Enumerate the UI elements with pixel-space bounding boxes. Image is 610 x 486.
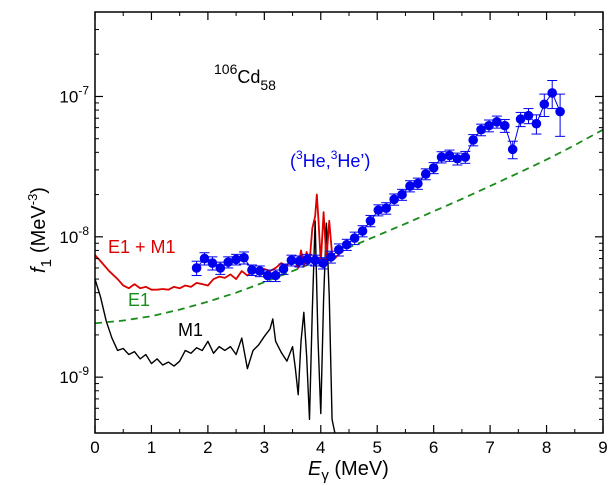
data-point — [294, 256, 305, 267]
data-point — [278, 264, 289, 274]
data-point — [286, 255, 297, 266]
plot-area — [95, 12, 603, 433]
y-axis-symbol: f — [28, 265, 50, 273]
data-point — [302, 254, 313, 265]
x-axis-unit: (MeV) — [329, 458, 389, 480]
x-tick-label: 1 — [147, 438, 156, 457]
data-point — [499, 120, 510, 131]
data-point — [247, 265, 257, 275]
data-point — [555, 106, 565, 117]
data-point — [357, 226, 368, 236]
data-point — [413, 178, 423, 189]
nucleus-label: 106Cd58 — [214, 61, 276, 93]
data-point — [262, 270, 273, 281]
data-point — [365, 216, 376, 226]
e1m1-curve — [95, 193, 344, 291]
x-tick-label: 7 — [485, 438, 494, 457]
data-point — [255, 266, 265, 276]
data-series-label: (3He,3He’) — [290, 148, 370, 171]
data-point — [468, 135, 478, 145]
data-point — [381, 203, 392, 213]
data-point — [270, 270, 281, 281]
data-point — [334, 244, 344, 255]
data-point — [507, 144, 518, 155]
data-point — [539, 99, 550, 110]
data-point — [239, 252, 249, 263]
x-axis-symbol: E — [308, 458, 322, 480]
x-tick-label: 4 — [316, 438, 325, 457]
data-point — [484, 120, 494, 131]
data-point — [373, 205, 384, 215]
x-axis-title: Eγ (MeV) — [308, 458, 389, 484]
data-point — [231, 254, 241, 265]
data-label-open: ( — [290, 151, 296, 171]
nucleus-mass: 106 — [214, 61, 238, 77]
x-tick-label: 8 — [542, 438, 551, 457]
data-point — [199, 253, 210, 264]
y-axis-unit-prefix: (MeV — [28, 205, 50, 253]
data-point — [523, 110, 534, 121]
x-axis-subscript: γ — [321, 467, 329, 484]
data-point — [389, 194, 399, 205]
data-point — [492, 117, 502, 127]
data-point — [515, 114, 526, 124]
data-point — [452, 153, 463, 164]
data-point — [531, 118, 542, 129]
m1-curve — [95, 220, 336, 433]
x-tick-label: 3 — [260, 438, 269, 457]
e1-label: E1 — [128, 290, 150, 310]
y-tick-label: 10-8 — [59, 224, 89, 247]
data-point — [326, 252, 336, 262]
x-tick-label: 0 — [90, 438, 99, 457]
data-point — [547, 88, 558, 98]
data-point — [207, 258, 218, 268]
x-tick-label: 5 — [372, 438, 381, 457]
nucleus-symbol: Cd — [237, 67, 260, 87]
nucleus-neutrons: 58 — [260, 77, 276, 93]
y-axis-title: f1 (MeV-3) — [25, 187, 55, 273]
y-axis-unit-suffix: ) — [28, 187, 50, 194]
y-axis-subscript: 1 — [38, 259, 55, 267]
y-tick-label: 10-9 — [59, 364, 89, 387]
x-tick-label: 6 — [429, 438, 438, 457]
data-label-he1: He, — [303, 151, 331, 171]
data-point — [460, 152, 471, 162]
e1m1-label: E1 + M1 — [108, 237, 176, 257]
data-point — [476, 124, 486, 135]
x-tick-label: 2 — [203, 438, 212, 457]
data-point — [444, 150, 455, 161]
data-point — [397, 189, 407, 200]
data-label-he2: He’) — [337, 151, 370, 171]
x-tick-label: 9 — [598, 438, 607, 457]
m1-label: M1 — [178, 320, 203, 340]
y-tick-label: 10-7 — [59, 83, 89, 106]
data-point — [191, 263, 202, 273]
data-label-sup1: 3 — [296, 148, 303, 162]
data-point — [428, 163, 439, 173]
data-point — [349, 233, 360, 243]
y-axis-unit-exp: -3 — [25, 194, 40, 206]
data-label-sup2: 3 — [331, 148, 338, 162]
data-point — [436, 152, 447, 162]
